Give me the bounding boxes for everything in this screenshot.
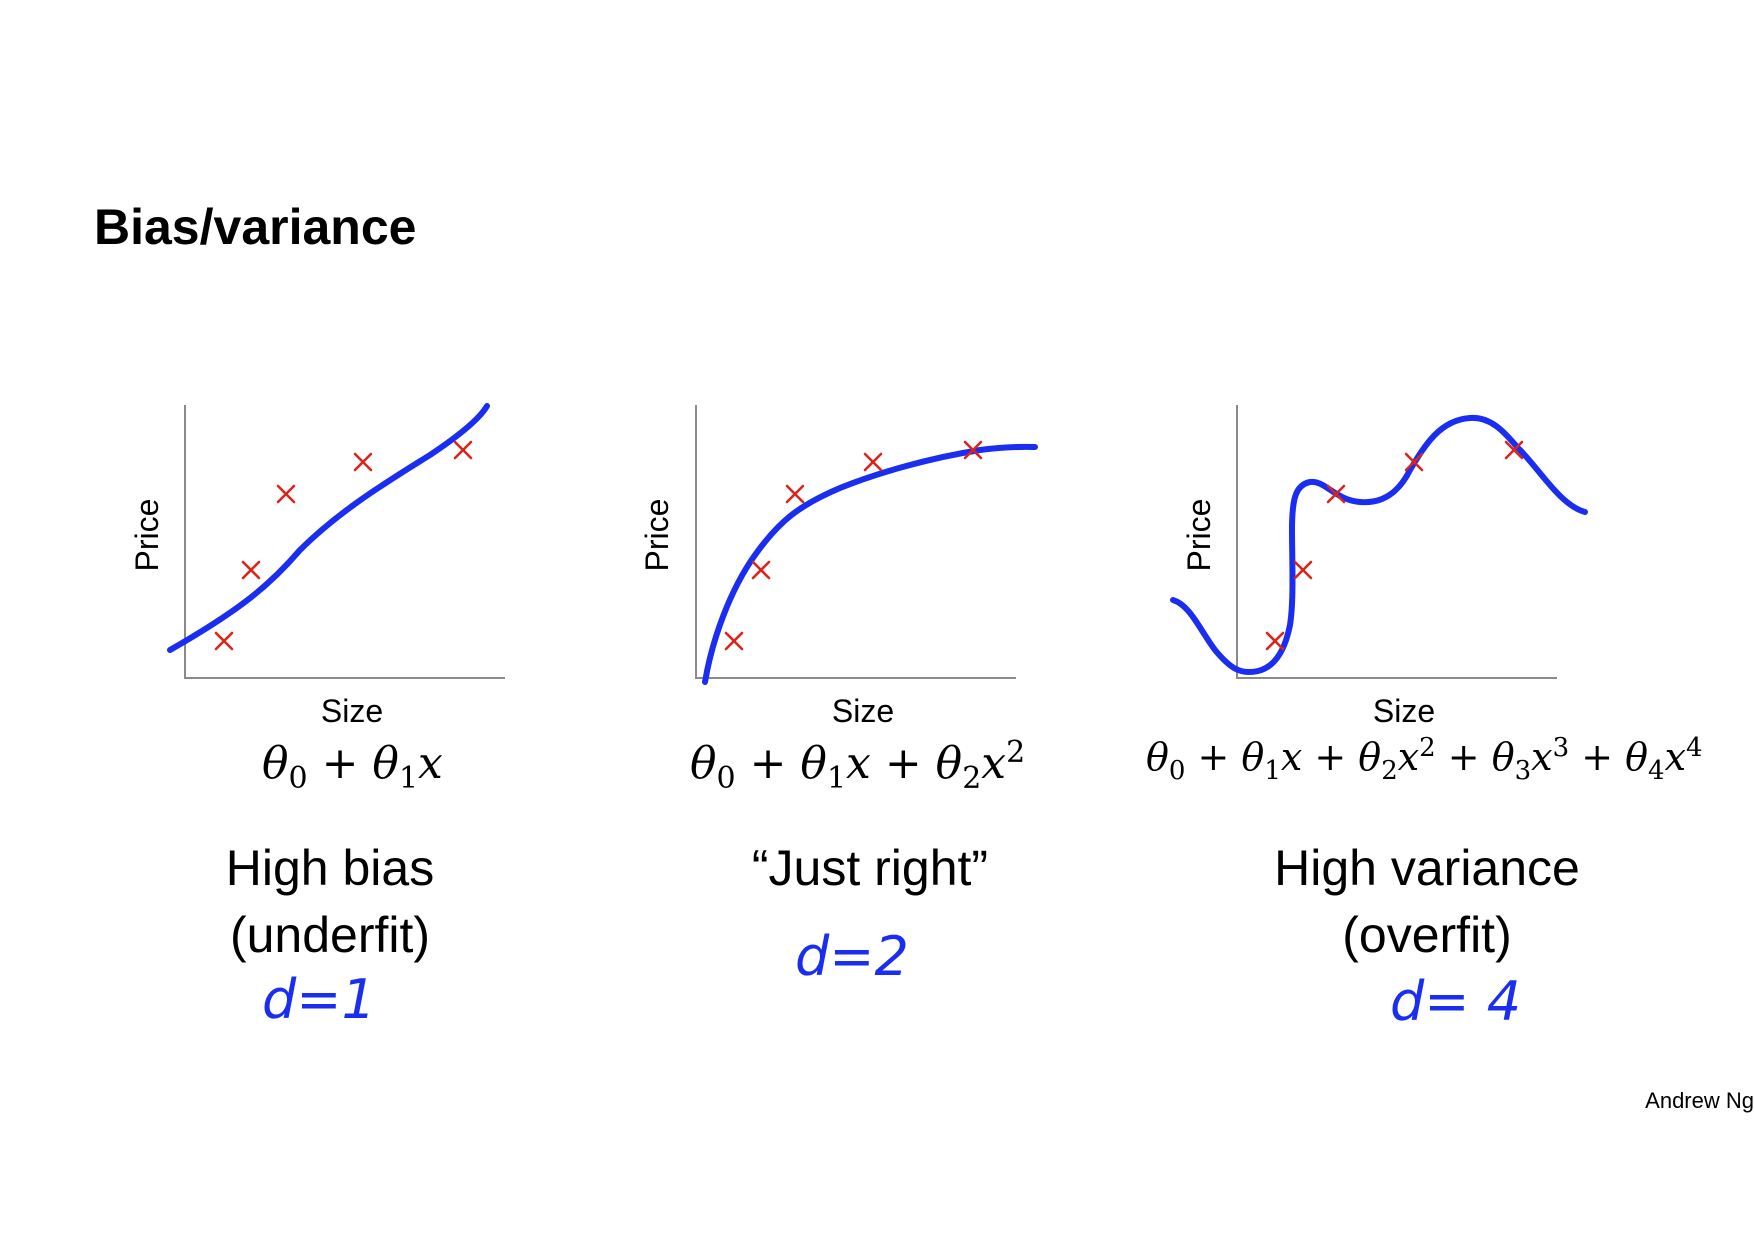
panel-just-right: Price Size θ0 + θ1x + θ2x2 “Just right” … — [639, 405, 1038, 988]
panel-high-variance: Price Size θ0 + θ1x + θ2x2 + θ3x3 + θ4x4… — [1146, 405, 1703, 1033]
caption-just-right: “Just right” — [752, 840, 988, 896]
fit-curve-quadratic — [702, 443, 1038, 685]
axes-high-variance — [1236, 405, 1557, 679]
xlabel-high-bias: Size — [321, 693, 383, 729]
xlabel-high-variance: Size — [1373, 693, 1435, 729]
caption-high-variance-line2: (overfit) — [1342, 907, 1511, 963]
ylabel-high-variance: Price — [1181, 499, 1217, 572]
data-point — [724, 631, 744, 651]
axes-high-bias — [184, 405, 505, 679]
data-points-high-variance — [1265, 440, 1524, 651]
caption-high-bias-line1: High bias — [226, 840, 434, 896]
formula-degree-4: θ0 + θ1x + θ2x2 + θ3x3 + θ4x4 — [1146, 733, 1703, 786]
data-point — [1404, 452, 1424, 472]
slide-title: Bias/variance — [94, 199, 417, 255]
data-point — [785, 484, 805, 504]
data-point — [863, 452, 883, 472]
data-point — [276, 484, 296, 504]
ylabel-just-right: Price — [639, 499, 675, 572]
data-point — [1293, 560, 1313, 580]
ylabel-high-bias: Price — [129, 499, 165, 572]
panel-high-bias: Price Size θ0 + θ1x High bias (underfit)… — [129, 403, 505, 1031]
fit-curve-degree-4 — [1170, 414, 1588, 675]
handwritten-degree-4: d= 4 — [1390, 970, 1521, 1033]
fit-curve-linear — [167, 403, 490, 653]
formula-linear: θ0 + θ1x — [262, 738, 443, 796]
data-point — [1504, 440, 1524, 460]
data-point — [1326, 484, 1346, 504]
xlabel-just-right: Size — [832, 693, 894, 729]
data-points-just-right — [724, 440, 983, 651]
formula-quadratic: θ0 + θ1x + θ2x2 — [690, 735, 1025, 796]
caption-high-variance-line1: High variance — [1274, 840, 1580, 896]
data-point — [963, 440, 983, 460]
data-point — [353, 452, 373, 472]
author-credit: Andrew Ng — [1645, 1088, 1754, 1113]
data-point — [214, 631, 234, 651]
caption-high-bias-line2: (underfit) — [230, 907, 430, 963]
handwritten-degree-2: d=2 — [795, 925, 909, 988]
data-point — [241, 560, 261, 580]
data-point — [453, 440, 473, 460]
data-points-high-bias — [214, 440, 473, 651]
data-point — [1265, 631, 1285, 651]
axes-just-right — [695, 405, 1016, 679]
handwritten-degree-1: d=1 — [262, 968, 376, 1031]
data-point — [751, 560, 771, 580]
